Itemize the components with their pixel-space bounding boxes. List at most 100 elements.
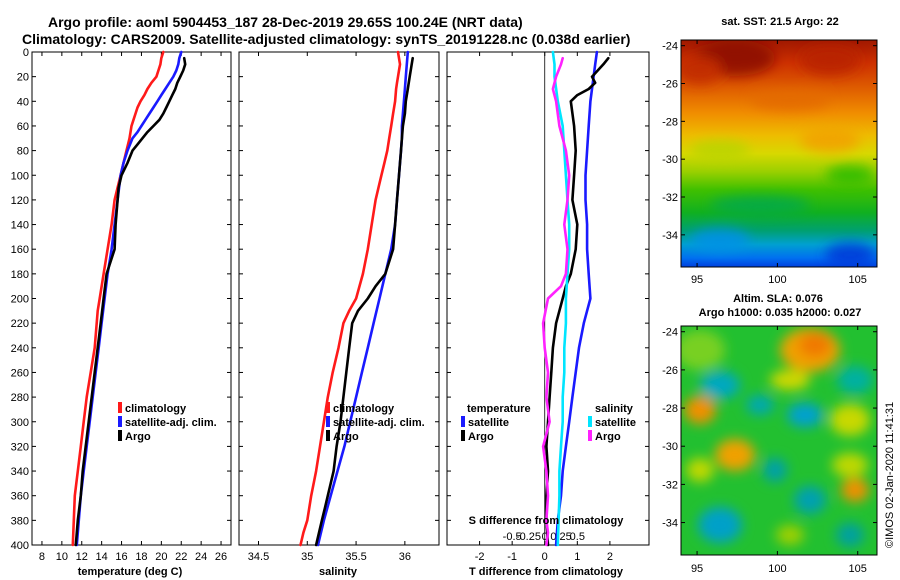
temperature-legend: climatology satellite-adj. clim. Argo [118,402,217,443]
series-line-climatology [71,50,165,547]
depth-tick-label: 120 [11,195,29,207]
s-tick-label: 0 [542,531,548,543]
x-tick-label: 35.5 [345,551,366,563]
legend-swatch-satellite [118,416,122,427]
series-line-t-argo [545,56,610,547]
x-tick-label: 8 [39,551,45,563]
sla-map-title-line1: Altim. SLA: 0.076 [733,293,823,305]
map-y-tick-label: -26 [662,365,678,377]
x-tick-label: 18 [135,551,147,563]
depth-tick-label: 180 [11,269,29,281]
depth-tick-label: 20 [17,72,29,84]
map-y-tick-label: -30 [662,154,678,166]
x-tick-label: 26 [215,551,227,563]
legend-title-temperature: temperature [467,403,531,415]
imos-watermark: ©IMOS 02-Jan-2020 11:41:31 [884,402,896,548]
x-tick-label: 1 [574,551,580,563]
map-y-tick-label: -32 [662,479,678,491]
depth-tick-label: 360 [11,491,29,503]
x-tick-label: 36 [399,551,411,563]
legend-swatch-climatology [326,402,330,413]
salinity-legend: climatology satellite-adj. clim. Argo [326,402,425,443]
map-y-tick-label: -34 [662,230,678,242]
sst-map-title: sat. SST: 21.5 Argo: 22 [721,16,839,28]
depth-tick-label: 380 [11,515,29,527]
sla-map-title-line2: Argo h1000: 0.035 h2000: 0.027 [699,307,862,319]
sla-map-frame [680,325,878,556]
map-x-tick-label: 100 [768,274,786,286]
series-line-argo [74,56,187,547]
map-y-tick-label: -24 [662,41,678,53]
difference-panel: -2 -1 0 1 2 -0.5-0.25 0 0.250.5 temperature sat… [446,50,650,578]
map-y-tick-label: -24 [662,327,678,339]
salinity-panel: 34.5 35 35.5 36 climatology satellite-adj. … [238,50,440,578]
temperature-panel: 8 10 12 14 16 18 20 22 24 26 climatology satellit… [31,50,232,578]
s-tick-label: -0.5 [503,531,522,543]
x-tick-label: 16 [115,551,127,563]
map-x-tick-label: 100 [768,563,786,575]
series-line-satellite-adj-clim- [316,50,410,547]
x-tick-label: 22 [175,551,187,563]
legend-label-t-satellite: satellite [468,417,509,429]
map-y-tick-label: -28 [662,116,678,128]
s-difference-label: S difference from climatology [469,515,625,527]
map-y-tick-label: -28 [662,403,678,415]
series-line-s-argo [541,56,571,547]
legend-title-salinity: salinity [595,403,634,415]
depth-tick-label: 60 [17,121,29,133]
map-x-tick-label: 95 [691,563,703,575]
depth-tick-label: 280 [11,392,29,404]
x-tick-label: 34.5 [248,551,269,563]
series-line-satellite-adj-clim- [75,50,183,547]
s-tick-label: -0.25 [516,531,541,543]
legend-swatch-s-argo [588,430,592,441]
legend-label-climatology: climatology [125,403,187,415]
map-x-tick-label: 105 [849,563,867,575]
depth-tick-label: 200 [11,294,29,306]
depth-tick-label: 400 [11,540,29,552]
x-tick-label: -2 [475,551,485,563]
sla-map-panel: Altim. SLA: 0.076 Argo h1000: 0.035 h200… [662,293,878,575]
depth-tick-label: 140 [11,220,29,232]
series-line-t-satellite [554,50,599,547]
legend-label-satellite: satellite-adj. clim. [333,417,425,429]
sst-heatmap [681,40,877,267]
legend-label-t-argo: Argo [468,431,494,443]
legend-swatch-argo [118,430,122,441]
x-tick-label: 0 [542,551,548,563]
sla-heatmap [681,326,877,555]
legend-swatch-satellite [326,416,330,427]
legend-swatch-t-satellite [461,416,465,427]
legend-swatch-s-satellite [588,416,592,427]
map-y-tick-label: -32 [662,192,678,204]
figure-title-line2: Climatology: CARS2009. Satellite-adjuste… [22,31,630,47]
map-x-tick-label: 95 [691,274,703,286]
t-difference-xlabel: T difference from climatology [469,566,624,578]
x-tick-label: 2 [607,551,613,563]
salinity-plot-frame [238,51,440,546]
series-line-argo [314,56,415,547]
x-tick-label: -1 [507,551,517,563]
depth-axis: 0 20 40 60 80 100 120 140 160 180 200 220 240 260 280 3… [11,47,649,552]
map-y-tick-label: -26 [662,79,678,91]
legend-swatch-t-argo [461,430,465,441]
legend-label-argo: Argo [333,431,359,443]
map-x-tick-label: 105 [849,274,867,286]
temperature-plot-frame [31,51,232,546]
x-tick-label: 10 [56,551,68,563]
salinity-xlabel: salinity [319,566,358,578]
depth-tick-label: 100 [11,170,29,182]
x-tick-label: 12 [76,551,88,563]
depth-tick-label: 160 [11,244,29,256]
legend-swatch-argo [326,430,330,441]
depth-tick-label: 340 [11,466,29,478]
temperature-xlabel: temperature (deg C) [78,566,183,578]
legend-label-s-satellite: satellite [595,417,636,429]
x-tick-label: 20 [155,551,167,563]
depth-tick-label: 240 [11,343,29,355]
legend-swatch-climatology [118,402,122,413]
map-y-tick-label: -30 [662,441,678,453]
depth-tick-label: 220 [11,318,29,330]
map-y-tick-label: -34 [662,518,678,530]
